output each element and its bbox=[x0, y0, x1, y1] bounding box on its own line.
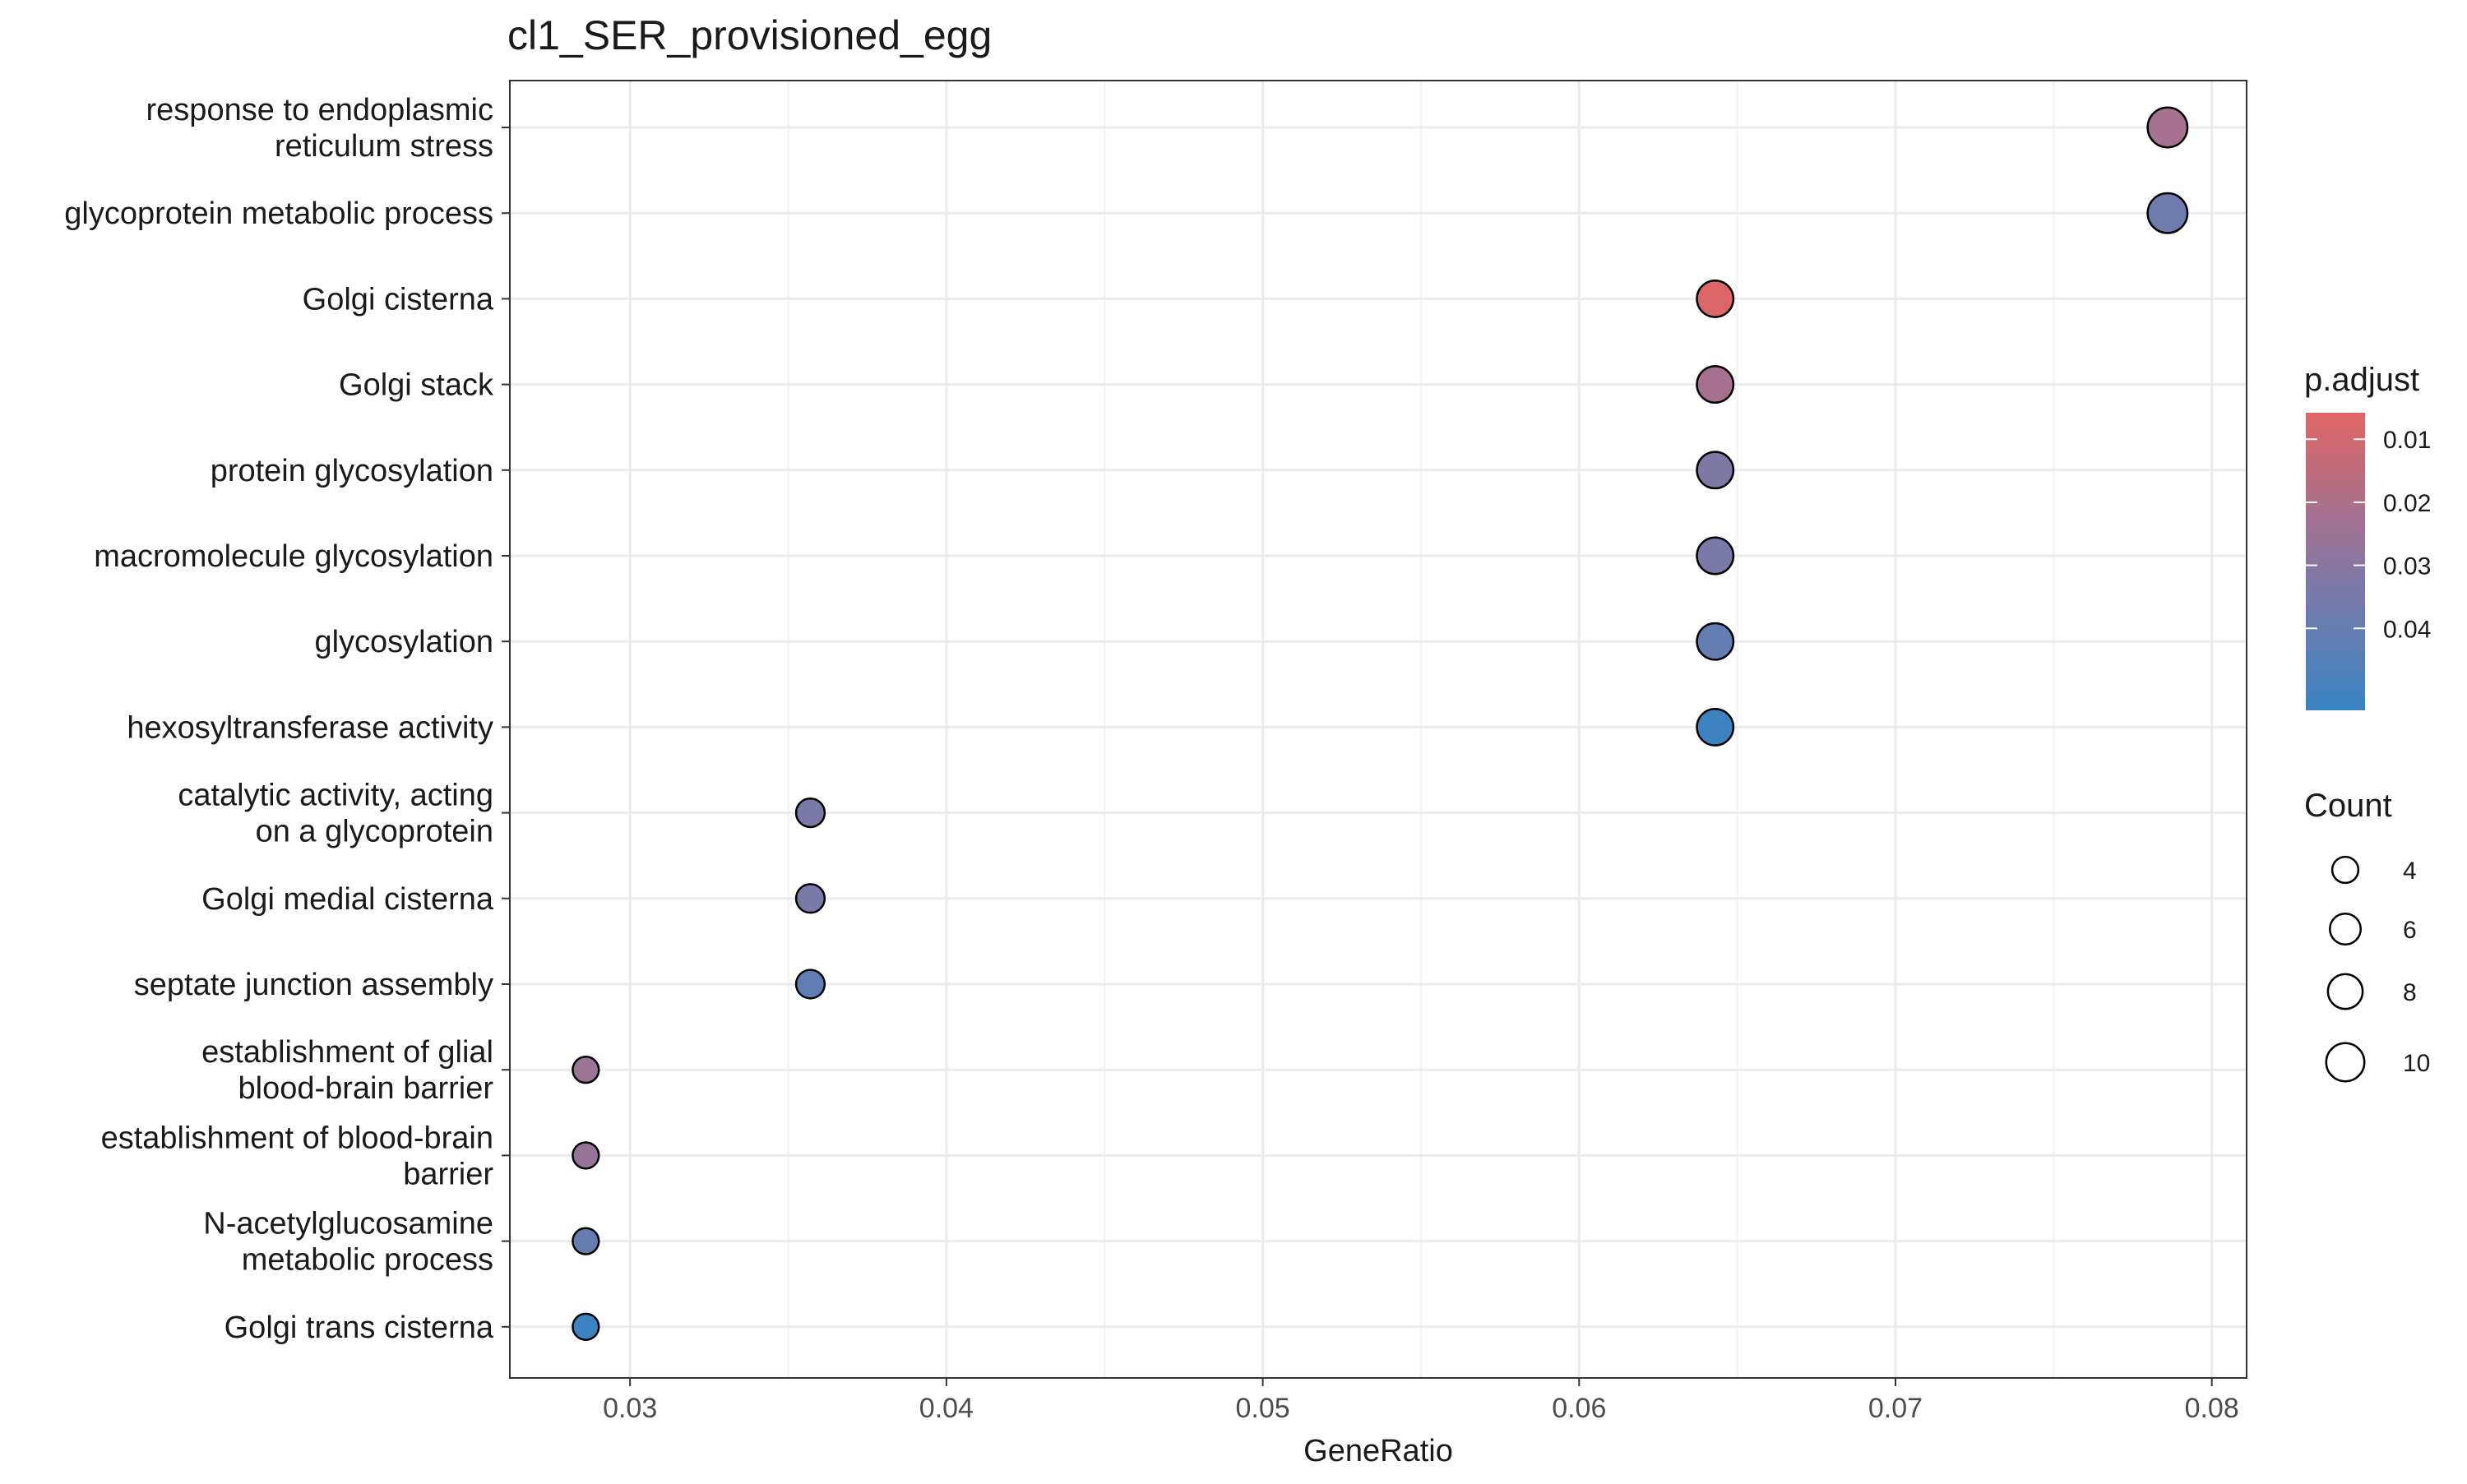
x-axis-title: GeneRatio bbox=[1303, 1434, 1453, 1468]
color-bar bbox=[2306, 413, 2365, 710]
y-category-label: Golgi stack bbox=[339, 368, 494, 403]
y-category-label: establishment of blood-brain bbox=[101, 1121, 493, 1155]
y-category-label: catalytic activity, acting bbox=[178, 779, 493, 813]
y-category-label: glycoprotein metabolic process bbox=[64, 196, 493, 231]
color-legend-ticks: 0.01 0.02 0.03 0.04 bbox=[2306, 427, 2431, 643]
y-category-label: protein glycosylation bbox=[211, 454, 493, 488]
color-legend-label: 0.01 bbox=[2383, 427, 2431, 454]
data-point bbox=[1696, 365, 1735, 405]
y-category-label: macromolecule glycosylation bbox=[94, 539, 493, 574]
x-tick-label: 0.08 bbox=[2185, 1393, 2239, 1424]
size-legend-label: 4 bbox=[2403, 858, 2417, 885]
data-point bbox=[1696, 536, 1735, 576]
data-point bbox=[1696, 622, 1735, 661]
color-legend-title: p.adjust bbox=[2304, 362, 2419, 398]
data-point bbox=[794, 797, 826, 829]
y-category-label: hexosyltransferase activity bbox=[127, 710, 493, 745]
color-legend: p.adjust 0.01 0.02 0.03 0.04 bbox=[2304, 362, 2431, 710]
chart-title: cl1_SER_provisioned_egg bbox=[507, 12, 992, 58]
data-point bbox=[572, 1227, 600, 1255]
y-category-label: Golgi medial cisterna bbox=[201, 882, 494, 917]
data-point bbox=[1696, 707, 1735, 747]
x-tick-label: 0.07 bbox=[1868, 1393, 1923, 1424]
y-category-label: septate junction assembly bbox=[134, 968, 493, 1002]
y-category-label: Golgi cisterna bbox=[303, 282, 494, 317]
y-category-label: glycosylation bbox=[314, 625, 493, 659]
size-legend-label: 6 bbox=[2403, 917, 2417, 944]
y-category-label: on a glycoprotein bbox=[256, 815, 493, 849]
y-category-label: establishment of glial bbox=[201, 1035, 493, 1070]
size-legend-label: 10 bbox=[2403, 1050, 2430, 1077]
x-tick-label: 0.05 bbox=[1235, 1393, 1289, 1424]
y-category-label: response to endoplasmic bbox=[146, 93, 493, 127]
y-category-label: metabolic process bbox=[242, 1243, 493, 1278]
size-legend-keys: 4 6 8 10 bbox=[2325, 855, 2430, 1083]
x-axis: 0.03 0.04 0.05 0.06 0.07 0.08 bbox=[603, 1378, 2239, 1424]
data-point bbox=[794, 883, 826, 914]
y-category-label: Golgi trans cisterna bbox=[224, 1311, 494, 1345]
data-point bbox=[1696, 451, 1735, 490]
grid-layer bbox=[510, 81, 2247, 1378]
data-point bbox=[794, 969, 826, 1000]
data-point bbox=[2146, 192, 2189, 234]
size-legend-circle bbox=[2330, 855, 2360, 885]
size-legend: Count 4 6 8 10 bbox=[2304, 788, 2430, 1083]
size-legend-label: 8 bbox=[2403, 979, 2417, 1006]
points-layer bbox=[572, 106, 2189, 1341]
size-legend-title: Count bbox=[2304, 788, 2392, 824]
y-category-label: blood-brain barrier bbox=[238, 1071, 494, 1106]
color-legend-label: 0.03 bbox=[2383, 553, 2431, 580]
x-tick-label: 0.03 bbox=[603, 1393, 657, 1424]
data-point bbox=[572, 1056, 600, 1084]
panel-border bbox=[509, 80, 2247, 1379]
x-tick-label: 0.04 bbox=[919, 1393, 974, 1424]
y-category-label: barrier bbox=[403, 1157, 493, 1191]
size-legend-circle bbox=[2325, 1042, 2366, 1083]
x-tick-label: 0.06 bbox=[1552, 1393, 1606, 1424]
size-legend-circle bbox=[2326, 973, 2364, 1010]
y-category-label: reticulum stress bbox=[275, 129, 493, 164]
y-category-label: N-acetylglucosamine bbox=[203, 1207, 493, 1241]
data-point bbox=[572, 1312, 600, 1341]
color-legend-label: 0.02 bbox=[2383, 490, 2431, 517]
data-point bbox=[1696, 279, 1735, 318]
color-legend-label: 0.04 bbox=[2383, 616, 2431, 643]
data-point bbox=[2146, 106, 2189, 149]
data-point bbox=[572, 1141, 600, 1170]
size-legend-circle bbox=[2329, 913, 2362, 945]
